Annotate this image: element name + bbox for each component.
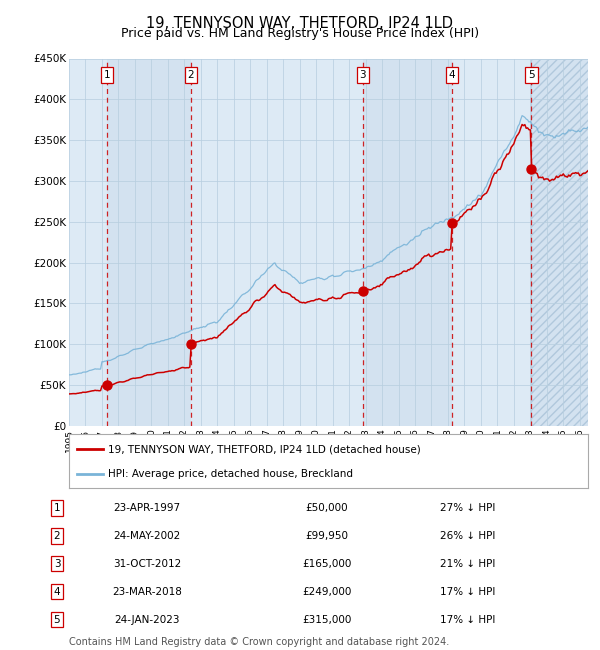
Text: 4: 4 — [448, 70, 455, 80]
Text: 3: 3 — [53, 559, 61, 569]
Text: 26% ↓ HPI: 26% ↓ HPI — [440, 531, 496, 541]
Bar — [532, 58, 588, 426]
Text: £50,000: £50,000 — [305, 503, 349, 513]
Text: Contains HM Land Registry data © Crown copyright and database right 2024.
This d: Contains HM Land Registry data © Crown c… — [69, 637, 449, 650]
Text: £99,950: £99,950 — [305, 531, 349, 541]
Text: 21% ↓ HPI: 21% ↓ HPI — [440, 559, 496, 569]
Bar — [107, 58, 191, 426]
Text: 1: 1 — [104, 70, 110, 80]
Text: 5: 5 — [53, 615, 61, 625]
Text: 2: 2 — [188, 70, 194, 80]
Text: £165,000: £165,000 — [302, 559, 352, 569]
Text: £315,000: £315,000 — [302, 615, 352, 625]
Text: 17% ↓ HPI: 17% ↓ HPI — [440, 615, 496, 625]
Bar — [191, 58, 363, 426]
Text: 23-APR-1997: 23-APR-1997 — [113, 503, 181, 513]
Text: 4: 4 — [53, 587, 61, 597]
Bar — [69, 58, 107, 426]
Text: 2: 2 — [53, 531, 61, 541]
Text: 24-JAN-2023: 24-JAN-2023 — [114, 615, 180, 625]
Text: 5: 5 — [528, 70, 535, 80]
Text: 19, TENNYSON WAY, THETFORD, IP24 1LD (detached house): 19, TENNYSON WAY, THETFORD, IP24 1LD (de… — [108, 444, 421, 454]
Text: 17% ↓ HPI: 17% ↓ HPI — [440, 587, 496, 597]
Text: 31-OCT-2012: 31-OCT-2012 — [113, 559, 181, 569]
Text: 24-MAY-2002: 24-MAY-2002 — [113, 531, 181, 541]
Bar — [532, 58, 588, 426]
Bar — [532, 58, 588, 426]
Text: HPI: Average price, detached house, Breckland: HPI: Average price, detached house, Brec… — [108, 469, 353, 478]
Bar — [452, 58, 532, 426]
Text: 1: 1 — [53, 503, 61, 513]
Text: 23-MAR-2018: 23-MAR-2018 — [112, 587, 182, 597]
Text: 27% ↓ HPI: 27% ↓ HPI — [440, 503, 496, 513]
Bar — [363, 58, 452, 426]
Text: 3: 3 — [359, 70, 366, 80]
Text: £249,000: £249,000 — [302, 587, 352, 597]
Text: Price paid vs. HM Land Registry's House Price Index (HPI): Price paid vs. HM Land Registry's House … — [121, 27, 479, 40]
Text: 19, TENNYSON WAY, THETFORD, IP24 1LD: 19, TENNYSON WAY, THETFORD, IP24 1LD — [146, 16, 454, 31]
